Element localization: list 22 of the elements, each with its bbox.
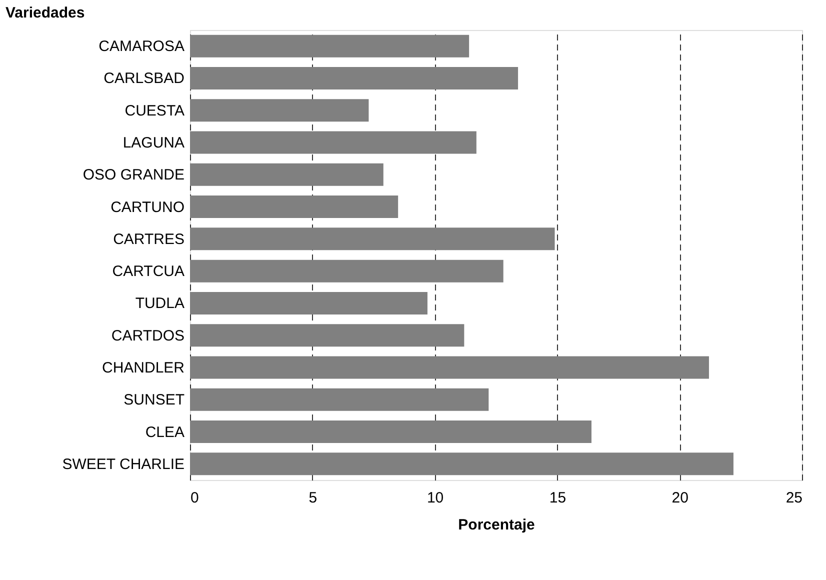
x-tick-label: 25 xyxy=(786,490,802,506)
y-tick-label: CLEA xyxy=(145,424,184,441)
y-tick-label: TUDLA xyxy=(135,295,184,312)
x-tick-label: 5 xyxy=(308,490,318,506)
y-tick-label: CHANDLER xyxy=(102,360,185,376)
x-tick-label: 15 xyxy=(549,490,566,506)
y-tick-label: CARTUNO xyxy=(110,198,184,216)
y-tick-label: SWEET CHARLIE xyxy=(62,456,184,473)
y-tick-label: CARTRES xyxy=(113,230,184,248)
y-tick-label: CAMAROSA xyxy=(98,38,184,56)
x-tick-label: 20 xyxy=(672,490,688,506)
y-tick-label: SUNSET xyxy=(124,392,184,409)
y-tick-label: CARLSBAD xyxy=(104,70,185,88)
x-axis-title: Porcentaje xyxy=(458,516,535,534)
y-tick-label: OSO GRANDE xyxy=(82,166,184,184)
y-tick-label: CARTCUA xyxy=(112,263,184,280)
y-axis-title: Variedades xyxy=(6,4,85,22)
y-tick-label: CUESTA xyxy=(124,102,184,120)
y-tick-label: LAGUNA xyxy=(122,134,184,152)
y-tick-label: CARTDOS xyxy=(111,327,184,344)
x-tick-label: 0 xyxy=(190,490,199,506)
x-tick-label: 10 xyxy=(426,490,444,506)
